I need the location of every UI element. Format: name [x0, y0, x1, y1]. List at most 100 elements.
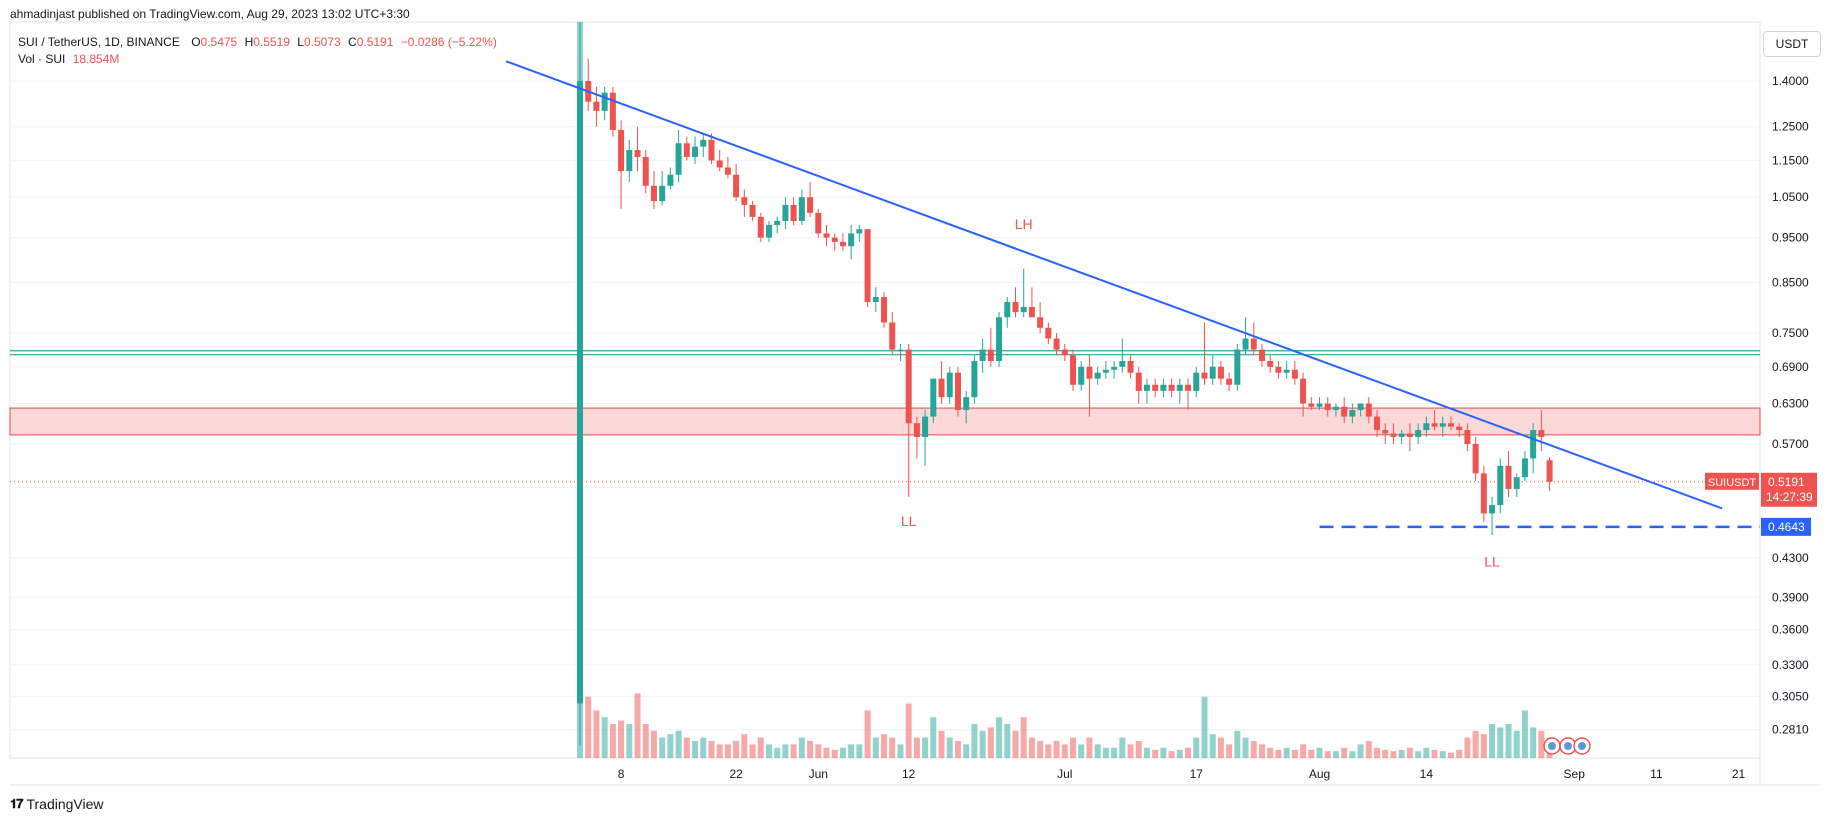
candle-body	[749, 204, 756, 217]
volume-bar	[872, 737, 879, 758]
volume-bar	[831, 749, 838, 758]
candle-body	[1505, 465, 1512, 489]
volume-bar	[1217, 737, 1224, 758]
volume-bar	[1185, 747, 1192, 758]
volume-bar	[1316, 747, 1323, 758]
candle-body	[1530, 430, 1537, 459]
volume-bar	[1357, 744, 1364, 758]
candle-body	[839, 241, 846, 247]
volume-bar	[987, 727, 994, 758]
candle-body	[716, 160, 723, 168]
candle-body	[979, 349, 986, 361]
candle-body	[593, 101, 600, 111]
volume-bar	[1168, 751, 1175, 758]
time-tick-label: 14	[1420, 767, 1434, 781]
volume-bar	[1447, 752, 1454, 758]
candle-body	[774, 220, 781, 226]
candle-body	[1168, 384, 1175, 391]
volume-bar	[1102, 747, 1109, 758]
candle-body	[1185, 384, 1192, 391]
volume-bar	[1513, 730, 1520, 758]
volume-bar	[963, 744, 970, 758]
candle-body	[1226, 378, 1233, 385]
candle-body	[724, 167, 731, 175]
volume-bar	[922, 737, 929, 758]
volume-bar	[1332, 751, 1339, 758]
volume-bar	[1209, 734, 1216, 758]
candle-body	[626, 150, 633, 172]
volume-bar	[774, 747, 781, 758]
candle-body	[708, 139, 715, 161]
candle-body	[782, 204, 789, 221]
price-tick-label: 0.4300	[1772, 551, 1809, 565]
candle-body	[1398, 433, 1405, 437]
volume-bar	[716, 744, 723, 758]
symbol-tag-label: SUIUSDT	[1708, 477, 1757, 489]
candle-body	[1143, 384, 1150, 391]
candle-body	[1324, 403, 1331, 411]
candle-body	[1193, 372, 1200, 391]
candle-body	[938, 378, 945, 398]
tradingview-logo[interactable]: 𝟏𝟕 TradingView	[10, 796, 104, 812]
last-price-label: 0.5191	[1768, 475, 1805, 489]
candle-body	[1094, 372, 1101, 379]
candle-body	[864, 229, 871, 303]
volume-bar	[889, 737, 896, 758]
volume-bar	[856, 744, 863, 758]
volume-bar	[1415, 751, 1422, 758]
candle-body	[659, 185, 666, 202]
volume-legend: Vol · SUI 18.854M	[18, 52, 119, 66]
volume-bar	[733, 741, 740, 758]
volume-bar	[757, 737, 764, 758]
candle-body	[889, 322, 896, 350]
candle-body	[1217, 366, 1224, 379]
candle-body	[1160, 384, 1167, 391]
volume-bar	[1111, 747, 1118, 758]
currency-button[interactable]: USDT	[1763, 31, 1821, 57]
volume-bar	[1078, 744, 1085, 758]
candle-body	[1546, 460, 1553, 482]
volume-bar	[790, 744, 797, 758]
price-tick-label: 0.3900	[1772, 590, 1809, 604]
volume-bar	[823, 747, 830, 758]
volume-bar	[1143, 747, 1150, 758]
candle-body	[954, 372, 961, 411]
countdown-label: 14:27:39	[1766, 490, 1813, 504]
volume-bar	[1291, 749, 1298, 758]
volume-bar	[1070, 737, 1077, 758]
time-tick-label: 22	[729, 767, 743, 781]
volume-bar	[881, 734, 888, 758]
candle-body	[1415, 430, 1422, 437]
volume-bar	[1258, 744, 1265, 758]
volume-bar	[1324, 751, 1331, 758]
price-tick-label: 1.0500	[1772, 190, 1809, 204]
low-label: L	[297, 35, 304, 49]
candle-body	[881, 297, 888, 323]
candle-body	[1447, 423, 1454, 427]
candle-body	[741, 197, 748, 205]
volume-bar	[1480, 734, 1487, 758]
time-tick-label: Aug	[1309, 767, 1330, 781]
volume-bar	[1374, 747, 1381, 758]
volume-value: 18.854M	[72, 52, 120, 66]
symbol-name[interactable]: SUI / TetherUS, 1D, BINANCE	[18, 35, 180, 49]
volume-bar	[938, 730, 945, 758]
support-price-label: 0.4643	[1768, 520, 1805, 534]
supply-zone	[9, 407, 1761, 436]
candle-body	[618, 129, 625, 172]
candle-body	[1357, 403, 1364, 411]
volume-bar	[765, 744, 772, 758]
volume-bar	[675, 730, 682, 758]
trendline	[505, 60, 1723, 510]
plot-frame	[9, 21, 1761, 759]
price-tick-label: 0.9500	[1772, 231, 1809, 245]
volume-bar	[1094, 744, 1101, 758]
volume-bar	[1398, 749, 1405, 758]
price-tick-label: 0.3600	[1772, 623, 1809, 637]
volume-bar	[1160, 747, 1167, 758]
swing-label: LH	[1015, 216, 1033, 232]
candle-body	[1513, 477, 1520, 489]
candle-body	[1102, 369, 1109, 373]
volume-label[interactable]: Vol · SUI	[18, 52, 66, 66]
